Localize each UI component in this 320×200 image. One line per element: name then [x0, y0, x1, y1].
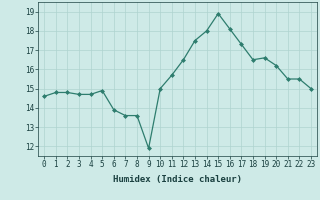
X-axis label: Humidex (Indice chaleur): Humidex (Indice chaleur)	[113, 175, 242, 184]
